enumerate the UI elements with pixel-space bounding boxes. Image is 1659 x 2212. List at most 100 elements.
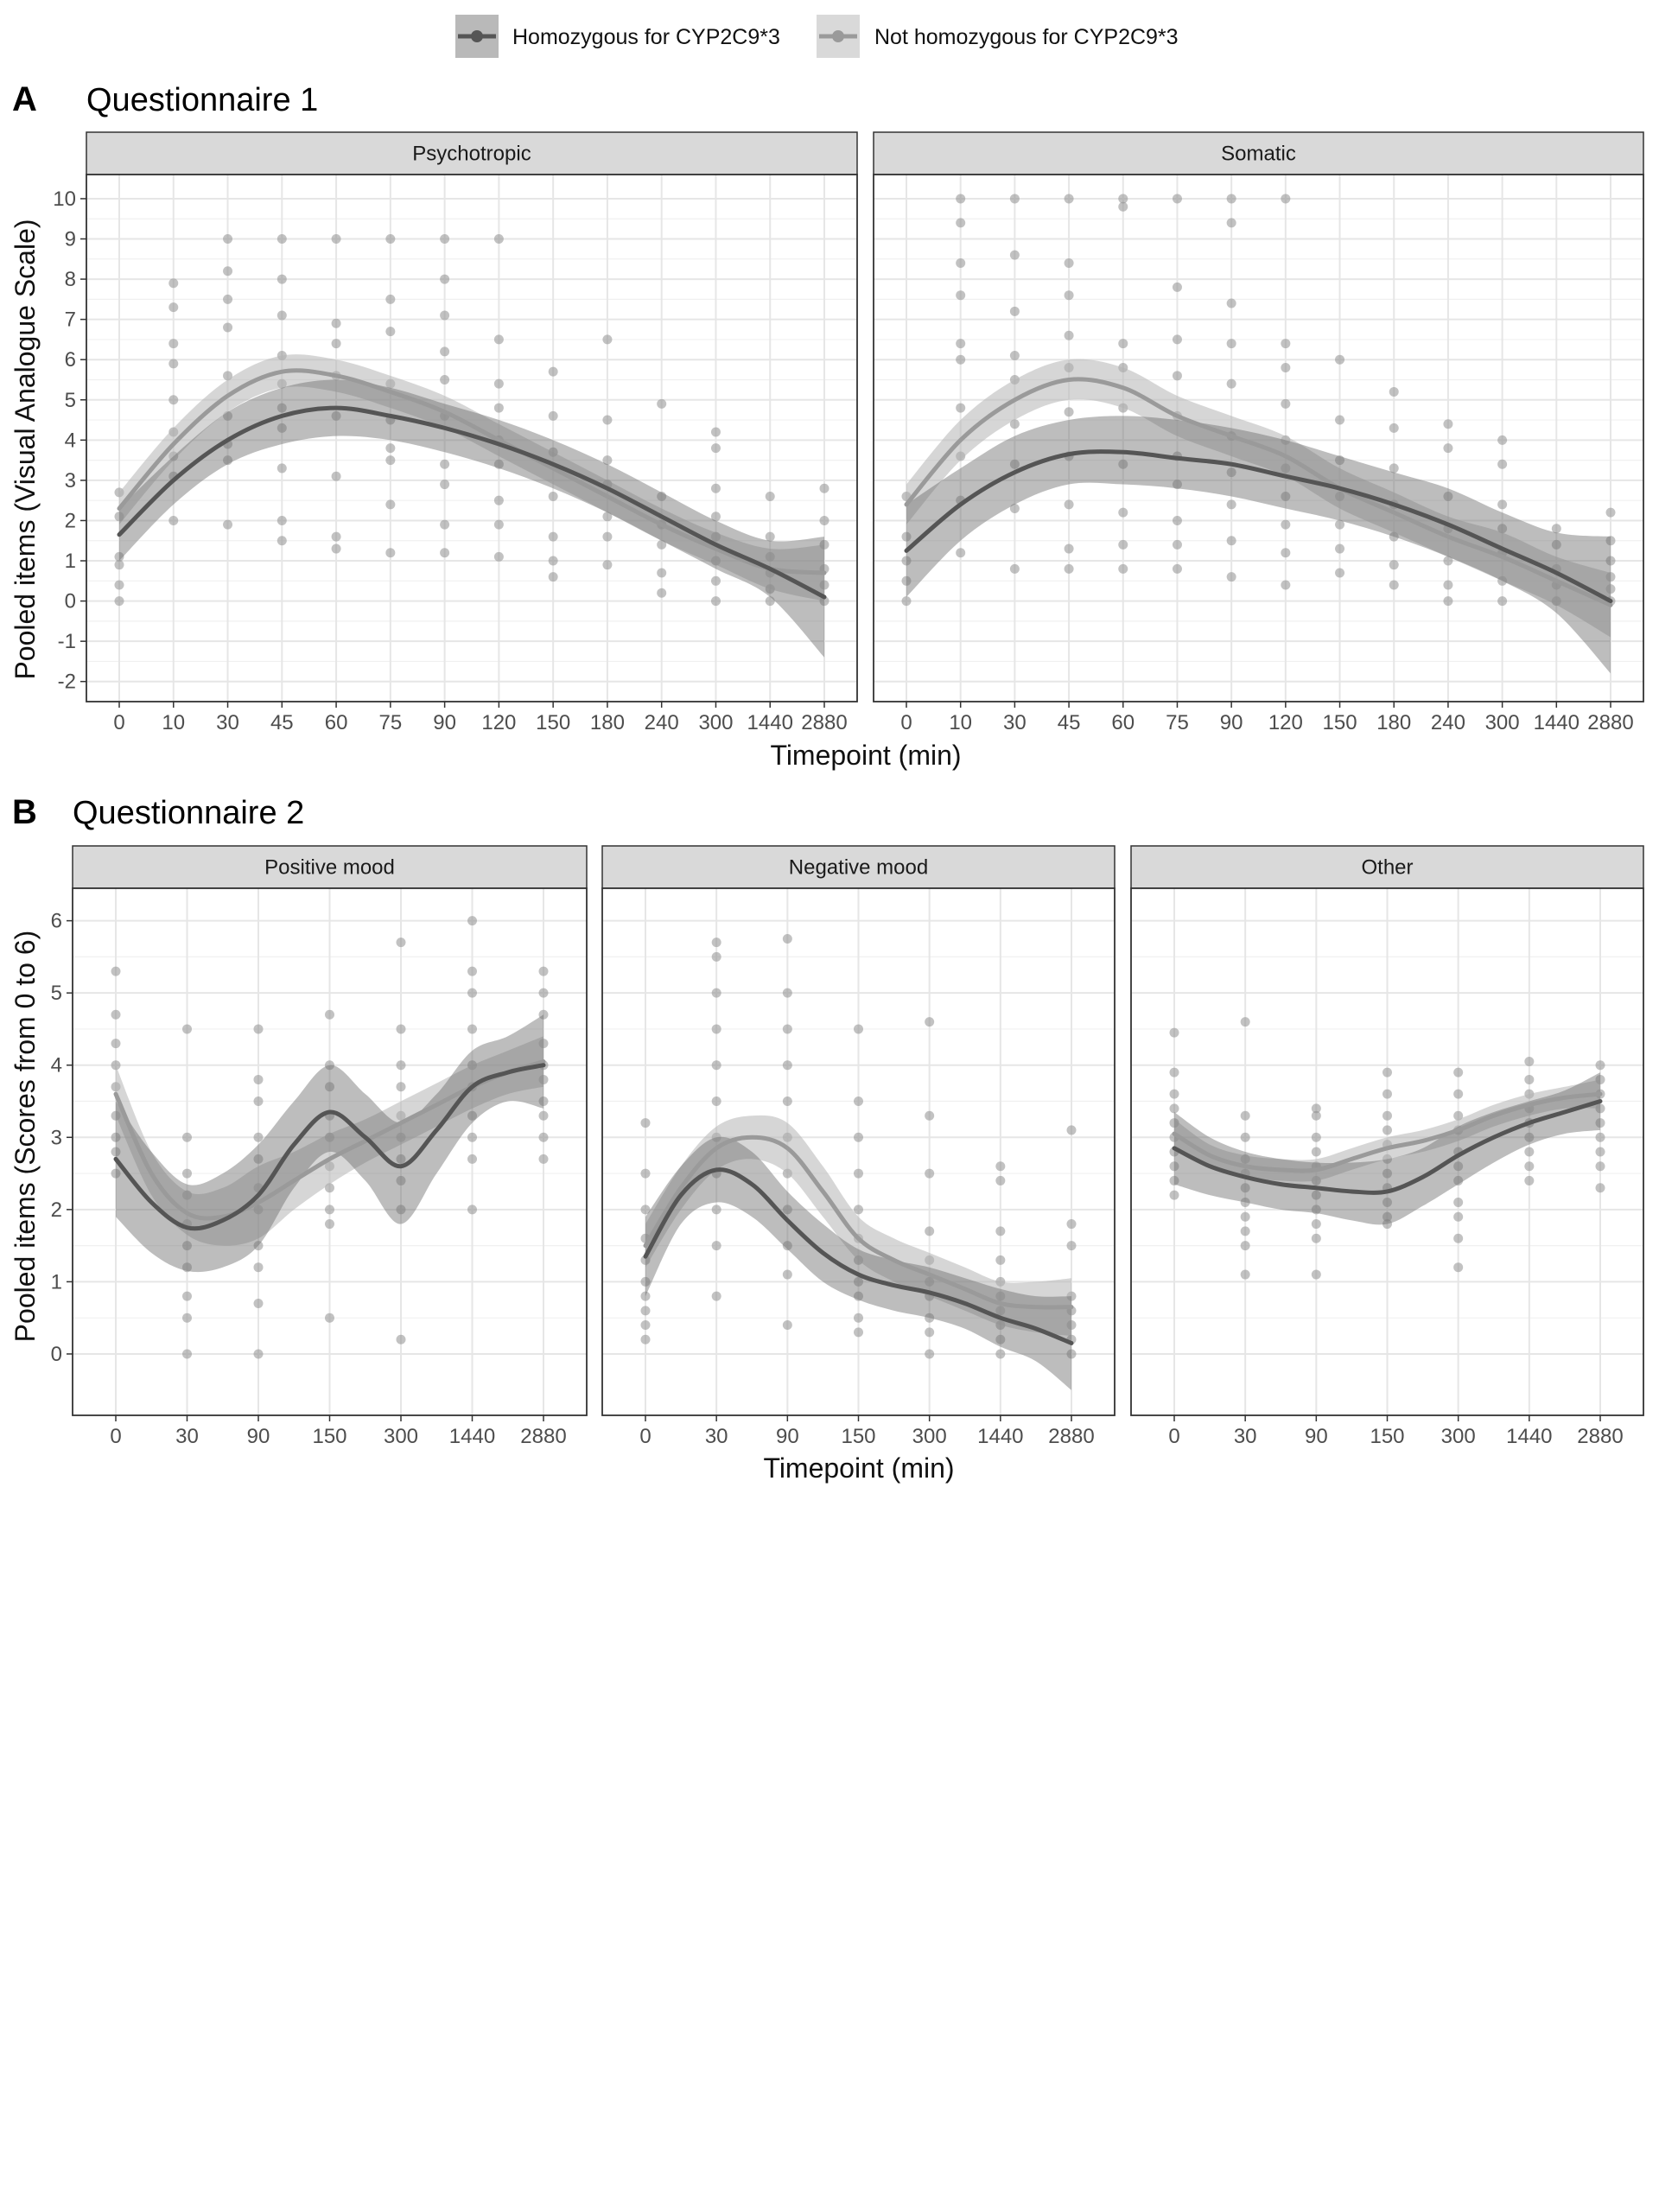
data-point [1240,1017,1250,1027]
data-point [710,512,721,522]
data-point [995,1161,1006,1172]
data-point [1066,1349,1077,1359]
data-point [396,1060,406,1071]
data-point [538,966,549,976]
ci-band-not-homozygous [119,354,824,601]
data-point [1009,306,1020,316]
data-point [1595,1161,1605,1172]
data-point [493,495,504,505]
ci-band-not-homozygous [116,1036,543,1246]
data-point [385,499,396,510]
data-point [1605,556,1616,566]
data-point [1281,548,1291,558]
x-tick-label: 1440 [449,1425,495,1448]
y-tick-label: 6 [65,348,76,372]
data-point [1497,499,1508,510]
data-point [1009,419,1020,429]
data-point [223,371,233,381]
section-a-title: Questionnaire 1 [86,82,318,118]
data-point [111,966,121,976]
data-point [325,1009,334,1020]
data-point [1443,419,1453,429]
data-point [1389,463,1399,474]
data-point [276,403,287,413]
data-point [854,1327,863,1338]
data-point [168,278,179,289]
ci-band-homozygous [906,416,1611,674]
trend-line-homozygous [1172,1099,1603,1195]
data-point [114,551,124,562]
data-point [396,1024,406,1034]
data-point [1240,1183,1250,1193]
data-point [1382,1067,1392,1077]
data-point [253,1349,264,1359]
y-tick-label: 3 [65,469,76,493]
data-point [440,234,450,245]
data-point [182,1168,192,1179]
strip-label-somatic: Somatic [1221,143,1296,166]
data-point [995,1349,1006,1359]
data-point [493,334,504,345]
data-point [1064,407,1074,417]
data-point [782,933,792,944]
data-point [396,1082,406,1092]
data-point [765,492,775,502]
data-point [111,1168,121,1179]
data-point [223,234,233,245]
ci-band-not-homozygous [645,1115,1071,1337]
data-point [1335,519,1345,530]
y-tick-label: 9 [65,228,76,251]
data-point [331,471,341,481]
data-point [276,423,287,433]
data-point [640,1118,651,1128]
data-point [1453,1089,1464,1099]
data-point [548,572,558,582]
data-point [331,410,341,421]
data-point [331,318,341,328]
data-point [1311,1103,1321,1114]
data-point [538,1096,549,1107]
data-point [1551,524,1561,534]
data-point [925,1017,935,1027]
data-point [995,1175,1006,1185]
data-point [640,1276,651,1287]
data-point [1169,1190,1179,1200]
data-point [1605,536,1616,546]
ci-band-homozygous [1174,1072,1600,1225]
data-point [538,988,549,998]
y-tick-label: 5 [51,982,62,1005]
strip-label-positive-mood: Positive mood [264,856,395,880]
data-point [1281,339,1291,349]
data-point [1335,455,1345,466]
data-point [440,274,450,284]
y-tick-label: 4 [65,429,76,452]
data-point [1226,499,1236,510]
data-point [956,548,966,558]
data-point [182,1349,192,1359]
data-point [168,395,179,405]
x-tick-label: 2880 [1587,711,1633,734]
data-point [385,443,396,454]
data-point [854,1096,863,1107]
x-tick-label: 1440 [1506,1425,1552,1448]
trend-line-not-homozygous [1172,1091,1603,1173]
data-point [1453,1211,1464,1222]
x-tick-label: 45 [1058,711,1081,734]
data-point [1240,1110,1250,1121]
data-point [1064,257,1074,268]
data-point [538,1009,549,1020]
data-point [111,1039,121,1049]
data-point [1497,596,1508,607]
panel-negative-mood: Negative mood 0 30 90 150 300 1440 2880 [601,845,1116,1448]
data-point [640,1205,651,1215]
data-point [1169,1027,1179,1038]
data-point [1009,351,1020,361]
data-point [1281,363,1291,373]
data-point [1443,492,1453,502]
data-point [276,234,287,245]
x-tick-label: 0 [900,711,912,734]
x-tick-label: 2880 [1577,1425,1623,1448]
panel-positive-mood: Positive mood 0 30 90 150 300 1440 2880 0 1 2 3 4 5 6 [51,845,588,1448]
x-tick-label: 0 [639,1425,651,1448]
data-point [331,234,341,245]
